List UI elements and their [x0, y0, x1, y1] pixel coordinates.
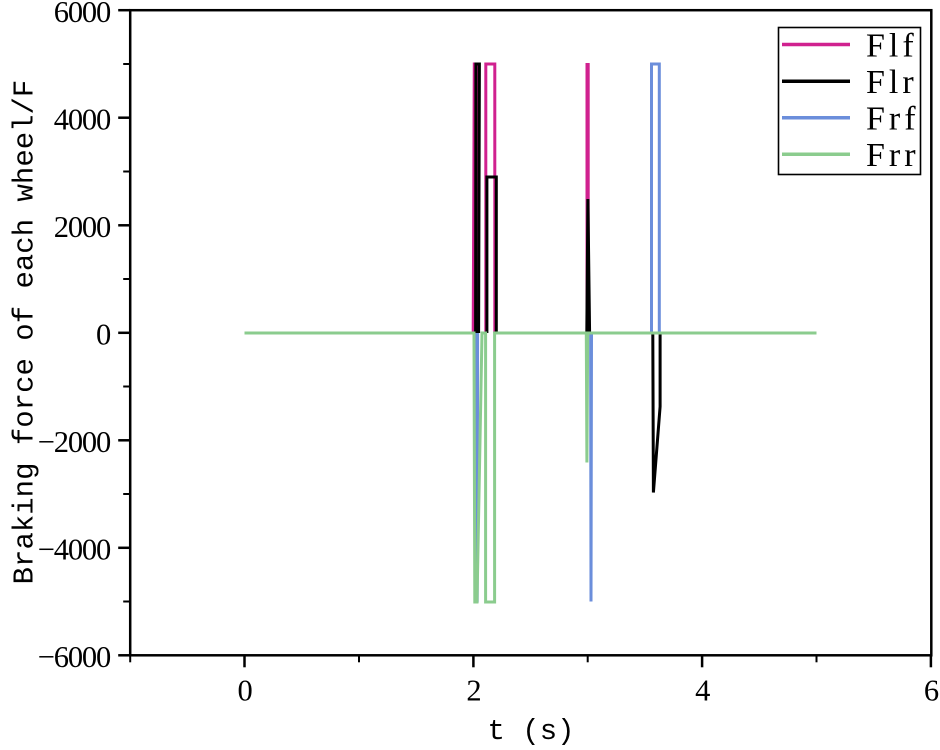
- svg-text:Frr: Frr: [866, 137, 920, 174]
- svg-text:0: 0: [237, 674, 252, 708]
- svg-text:−6000: −6000: [38, 640, 111, 674]
- svg-text:0: 0: [96, 318, 111, 352]
- svg-text:2000: 2000: [54, 210, 111, 244]
- svg-text:Frf: Frf: [866, 100, 920, 137]
- svg-text:4000: 4000: [54, 103, 111, 137]
- svg-text:Braking force of each wheel/F: Braking force of each wheel/F: [9, 80, 42, 585]
- svg-text:6000: 6000: [54, 0, 111, 29]
- svg-text:t (s): t (s): [487, 715, 574, 748]
- svg-text:6: 6: [924, 674, 939, 708]
- svg-text:Flr: Flr: [866, 64, 918, 101]
- svg-text:−4000: −4000: [38, 533, 111, 567]
- svg-text:−2000: −2000: [38, 425, 111, 459]
- svg-text:2: 2: [466, 674, 480, 708]
- svg-text:4: 4: [695, 674, 710, 708]
- svg-text:Flf: Flf: [866, 27, 918, 64]
